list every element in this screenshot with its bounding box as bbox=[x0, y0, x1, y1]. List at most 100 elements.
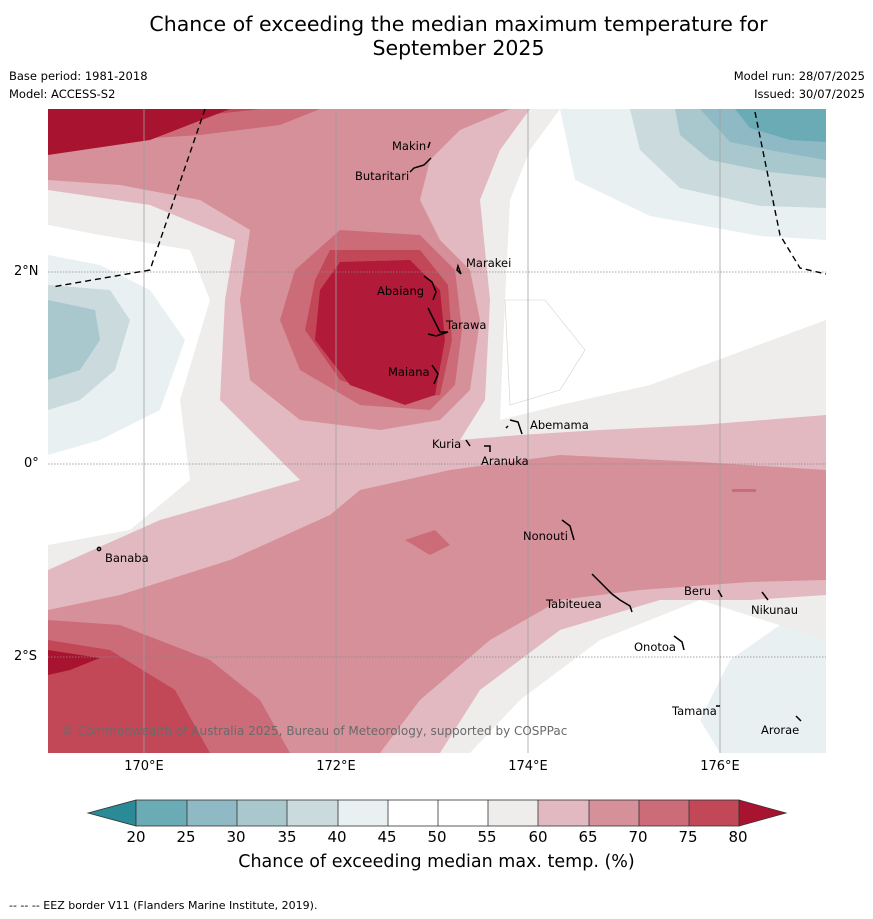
island-aranuka bbox=[484, 445, 491, 452]
eez-line-east bbox=[754, 111, 826, 275]
eez-footnote: -- -- -- EEZ border V11 (Flanders Marine… bbox=[9, 899, 318, 912]
colorbar-swatch-25 bbox=[187, 800, 237, 826]
x-tick-172e: 172°E bbox=[316, 759, 356, 774]
contour-70-75-e bbox=[732, 489, 756, 492]
colorbar-tick: 60 bbox=[528, 828, 548, 846]
colorbar-tick: 40 bbox=[327, 828, 347, 846]
place-label-nonouti: Nonouti bbox=[523, 529, 568, 543]
island-nikunau bbox=[761, 591, 769, 601]
contour-70-75-spot bbox=[405, 530, 450, 555]
islands bbox=[96, 141, 802, 722]
contour-65-70-s bbox=[48, 455, 826, 753]
contour-50-pocket bbox=[504, 299, 586, 406]
colorbar-tick: 30 bbox=[226, 828, 246, 846]
model-run: Model run: 28/07/2025 bbox=[733, 69, 865, 83]
island-abemama bbox=[505, 419, 523, 435]
place-label-abaiang: Abaiang bbox=[377, 284, 425, 298]
colorbar-swatch-65 bbox=[589, 800, 639, 826]
colorbar-label: Chance of exceeding median max. temp. (%… bbox=[238, 852, 635, 872]
y-tick-0: 0° bbox=[24, 456, 39, 471]
contour-80-nw bbox=[48, 109, 230, 155]
place-label-beru: Beru bbox=[684, 584, 711, 598]
place-label-kuria: Kuria bbox=[432, 437, 462, 451]
island-marakei bbox=[456, 263, 462, 275]
graticule bbox=[143, 109, 721, 753]
place-label-abemama: Abemama bbox=[530, 418, 589, 432]
colorbar-tick: 25 bbox=[176, 828, 196, 846]
colorbar-tick: 55 bbox=[477, 828, 497, 846]
contour-20-25-ne bbox=[735, 109, 826, 142]
x-tick-174e: 174°E bbox=[508, 759, 548, 774]
place-label-makin: Makin bbox=[392, 139, 427, 153]
island-tarawa bbox=[427, 307, 449, 337]
island-banaba bbox=[96, 546, 102, 552]
place-label-onotoa: Onotoa bbox=[634, 640, 676, 654]
island-kuria bbox=[465, 439, 471, 447]
place-label-tamana: Tamana bbox=[672, 704, 717, 718]
island-onotoa bbox=[673, 635, 685, 651]
eez-border bbox=[51, 109, 826, 288]
colorbar-swatch-55 bbox=[488, 800, 538, 826]
title-line-2: September 2025 bbox=[372, 36, 545, 60]
colorbar-tick: 80 bbox=[728, 828, 748, 846]
island-tabiteuea bbox=[591, 573, 633, 613]
colorbar-frame bbox=[135, 799, 740, 827]
colorbar-tick: 35 bbox=[277, 828, 297, 846]
place-label-marakei: Marakei bbox=[466, 256, 512, 270]
colorbar-swatch-75 bbox=[689, 800, 739, 826]
island-arorae bbox=[795, 715, 802, 722]
place-label-tarawa: Tarawa bbox=[446, 318, 487, 332]
contour-75-80-sw bbox=[48, 640, 210, 753]
colorbar-low-arrow bbox=[86, 799, 137, 827]
map-area bbox=[48, 109, 826, 753]
place-label-nikunau: Nikunau bbox=[751, 603, 799, 617]
place-label-banaba: Banaba bbox=[105, 551, 149, 565]
colorbar-tick: 65 bbox=[578, 828, 598, 846]
island-maiana bbox=[431, 364, 439, 385]
y-tick-2n: 2°N bbox=[14, 264, 39, 279]
parallels bbox=[48, 271, 826, 658]
colorbar-dividers bbox=[186, 800, 690, 826]
place-label-butaritari: Butaritari bbox=[355, 169, 410, 183]
island-beru bbox=[717, 589, 723, 598]
colorbar bbox=[86, 799, 788, 827]
place-label-arorae: Arorae bbox=[761, 723, 800, 737]
title-line-1: Chance of exceeding the median maximum t… bbox=[149, 12, 768, 36]
contour-30-35-w bbox=[48, 300, 100, 380]
issued-date: Issued: 30/07/2025 bbox=[754, 87, 865, 101]
colorbar-swatch-70 bbox=[639, 800, 689, 826]
colorbar-tick: 20 bbox=[126, 828, 146, 846]
place-label-maiana: Maiana bbox=[388, 365, 430, 379]
colorbar-swatch-50 bbox=[438, 800, 488, 826]
base-period: Base period: 1981-2018 bbox=[9, 69, 148, 83]
chart-title: Chance of exceeding the median maximum t… bbox=[0, 12, 873, 60]
meta-right: Model run: 28/07/2025 Issued: 30/07/2025 bbox=[734, 67, 865, 103]
colorbar-tick: 70 bbox=[628, 828, 648, 846]
place-label-aranuka: Aranuka bbox=[481, 454, 529, 468]
colorbar-tick: 75 bbox=[678, 828, 698, 846]
copyright-notice: © Commonwealth of Australia 2025, Bureau… bbox=[62, 724, 568, 738]
meta-left: Base period: 1981-2018 Model: ACCESS-S2 bbox=[9, 67, 148, 103]
colorbar-swatch-30 bbox=[237, 800, 287, 826]
x-tick-170e: 170°E bbox=[124, 759, 164, 774]
island-abaiang bbox=[423, 275, 437, 301]
map-figure bbox=[48, 109, 826, 827]
colorbar-swatch-35 bbox=[287, 800, 338, 826]
colorbar-tick: 50 bbox=[427, 828, 447, 846]
y-tick-2s: 2°S bbox=[14, 649, 38, 664]
contour-80-c bbox=[315, 260, 445, 405]
eez-line-west bbox=[51, 109, 206, 288]
contour-80-sw bbox=[48, 650, 100, 675]
colorbar-swatch-20 bbox=[136, 800, 187, 826]
x-tick-176e: 176°E bbox=[700, 759, 740, 774]
island-makin bbox=[427, 141, 431, 149]
island-butaritari bbox=[409, 157, 432, 173]
colorbar-swatch-45 bbox=[388, 800, 438, 826]
colorbar-tick: 45 bbox=[377, 828, 397, 846]
island-nonouti bbox=[561, 519, 575, 541]
model-name: Model: ACCESS-S2 bbox=[9, 87, 116, 101]
contour-40-45-se bbox=[700, 610, 826, 753]
place-label-tabiteuea: Tabiteuea bbox=[546, 597, 602, 611]
colorbar-swatch-40 bbox=[338, 800, 388, 826]
colorbar-swatch-60 bbox=[538, 800, 589, 826]
